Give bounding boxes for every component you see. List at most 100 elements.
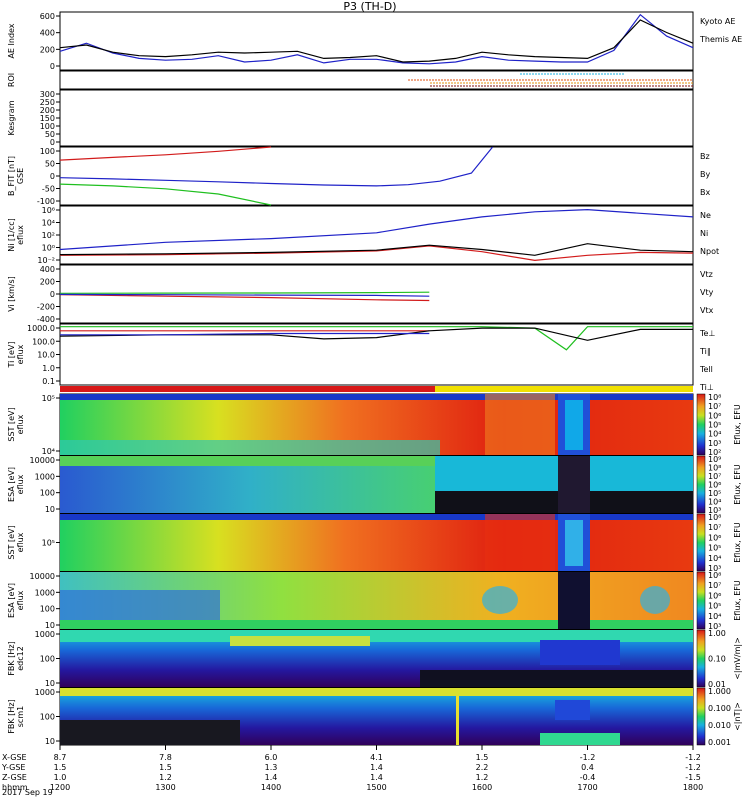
ytick-label-kesgram: 200 bbox=[40, 106, 55, 115]
colorbar-tick-fbk_b: 0.001 bbox=[708, 738, 731, 747]
legend-bfit-bx: Bx bbox=[700, 188, 710, 197]
xrow-value: 0.4 bbox=[581, 763, 594, 772]
ytick-label-sst_e: 10⁵ bbox=[42, 394, 55, 403]
xtick-label: 1500 bbox=[366, 783, 386, 792]
fbk-edc12-spectrogram bbox=[60, 630, 693, 687]
esa-ion-spectrogram bbox=[60, 572, 693, 629]
colorbar-tick-sst_e: 10³ bbox=[708, 439, 721, 448]
yunit-fbk_b: scm1 bbox=[16, 706, 25, 727]
series-line-vi-vty bbox=[59, 291, 430, 294]
colorbar-tick-sst_e: 10⁵ bbox=[708, 421, 721, 430]
colorbar-tick-esa_i: 10⁷ bbox=[708, 581, 721, 590]
ytick-label-kesgram: 300 bbox=[40, 90, 55, 99]
colorbar-tick-sst_i: 10⁴ bbox=[708, 554, 721, 563]
xrow-value: -1.2 bbox=[685, 763, 701, 772]
ytick-label-esa_i: 100 bbox=[40, 605, 55, 614]
xaxis-name: hhmm bbox=[2, 783, 28, 792]
colorbar-tick-sst_e: 10⁷ bbox=[708, 402, 721, 411]
ytick-label-vi: -400 bbox=[37, 315, 55, 324]
colorbar-tick-fbk_b: 0.100 bbox=[708, 704, 731, 713]
colorbar-tick-sst_i: 10⁶ bbox=[708, 533, 721, 542]
ytick-label-bfit: 0 bbox=[50, 172, 55, 181]
legend-ni-ne: Ne bbox=[700, 211, 711, 220]
xrow-value: 1.0 bbox=[54, 773, 67, 782]
colorbar-tick-sst_e: 10⁶ bbox=[708, 411, 721, 420]
colorbar-tick-fbk_e: 1.00 bbox=[708, 629, 726, 638]
ytick-label-kesgram: 0 bbox=[50, 138, 55, 147]
colorbar-tick-esa_i: 10⁸ bbox=[708, 571, 721, 580]
ytick-label-esa_i: 1000 bbox=[35, 588, 55, 597]
legend-bfit-by: By bbox=[700, 170, 710, 179]
xrow-value: 1.4 bbox=[370, 773, 383, 782]
series-line-vi-vtz bbox=[59, 294, 430, 302]
colorbar-tick-sst_i: 10⁸ bbox=[708, 513, 721, 522]
legend-ti-ti-: Ti∥ bbox=[699, 347, 711, 356]
roi-indicators bbox=[408, 73, 693, 87]
yunit-bfit: GSE bbox=[16, 168, 25, 184]
colorbar-tick-fbk_b: 0.010 bbox=[708, 721, 731, 730]
ytick-label-esa_i: 10000 bbox=[30, 572, 55, 581]
legend-ae-themis-ae: Themis AE bbox=[699, 35, 742, 44]
colorbar-tick-sst_e: 10⁸ bbox=[708, 393, 721, 402]
mode-bar bbox=[60, 386, 693, 392]
xrow-value: 1.3 bbox=[265, 763, 278, 772]
yunit-sst_e: eflux bbox=[16, 414, 25, 434]
ytick-label-fbk_e: 1000 bbox=[35, 630, 55, 639]
xtick-label: 1800 bbox=[683, 783, 703, 792]
ytick-label-ti: 1000.0 bbox=[27, 324, 55, 333]
xrow-value: 7.8 bbox=[159, 753, 172, 762]
xrow-name: X-GSE bbox=[2, 753, 27, 762]
ytick-label-fbk_b: 1000 bbox=[35, 688, 55, 697]
colorbar-label-sst_i: Eflux, EFU bbox=[733, 522, 742, 563]
colorbar-tick-fbk_e: 0.10 bbox=[708, 655, 726, 664]
ylabel-bfit: B_FIT [nT] bbox=[7, 156, 16, 196]
ytick-label-kesgram: 250 bbox=[40, 98, 55, 107]
xtick-label: 1700 bbox=[577, 783, 597, 792]
colorbar-tick-sst_i: 10⁷ bbox=[708, 523, 721, 532]
ytick-label-esa_i: 10 bbox=[45, 621, 55, 630]
sst-electron-spectrogram bbox=[60, 394, 693, 455]
colorbar-tick-sst_i: 10³ bbox=[708, 564, 721, 573]
ylabel-fbk_b: FBK [Hz] bbox=[7, 699, 16, 733]
colorbar-sst_i bbox=[696, 513, 706, 572]
ytick-label-fbk_e: 100 bbox=[40, 655, 55, 664]
yunit-fbk_e: edc12 bbox=[16, 646, 25, 671]
colorbar-tick-esa_i: 10³ bbox=[708, 622, 721, 631]
ytick-label-fbk_b: 100 bbox=[40, 713, 55, 722]
colorbar-sst_e bbox=[696, 393, 706, 456]
xrow-value: 1.5 bbox=[476, 753, 489, 762]
ytick-label-ae: 200 bbox=[40, 45, 55, 54]
legend-ti-te-: Te⊥ bbox=[699, 329, 715, 338]
ytick-label-esa_e: 1000 bbox=[35, 472, 55, 481]
yunit-ti: eflux bbox=[16, 344, 25, 364]
ytick-label-ni: 10⁻² bbox=[37, 256, 55, 265]
legend-vi-vtz: Vtz bbox=[700, 270, 713, 279]
xrow-value: 1.4 bbox=[265, 773, 278, 782]
series-line-ae-kyoto-ae bbox=[59, 13, 694, 65]
legend-vi-vtx: Vtx bbox=[700, 306, 714, 315]
panel-frame-roi bbox=[59, 70, 694, 90]
ytick-label-esa_e: 10 bbox=[45, 505, 55, 514]
sst-ion-spectrogram bbox=[60, 514, 693, 571]
colorbar-label-fbk_b: <|nT|> bbox=[733, 702, 742, 731]
xtick-label: 1200 bbox=[50, 783, 70, 792]
xrow-value: 4.1 bbox=[370, 753, 383, 762]
colorbar-label-esa_e: Eflux, EFU bbox=[733, 464, 742, 505]
ylabel-esa_i: ESA [eV] bbox=[7, 583, 16, 618]
ytick-label-ti: 1.0 bbox=[42, 364, 55, 373]
series-line-bfit-bz bbox=[59, 146, 272, 161]
ylabel-ni: Ni [1/cc] bbox=[7, 218, 16, 252]
colorbar-tick-esa_e: 10⁹ bbox=[708, 455, 721, 464]
xrow-name: Y-GSE bbox=[1, 763, 25, 772]
xrow-value: 1.2 bbox=[159, 773, 172, 782]
xrow-value: 1.5 bbox=[54, 763, 67, 772]
yunit-sst_i: eflux bbox=[16, 532, 25, 552]
ytick-label-ti: 10.0 bbox=[37, 351, 55, 360]
ylabel-fbk_e: FBK [Hz] bbox=[7, 641, 16, 675]
yunit-esa_i: eflux bbox=[16, 590, 25, 610]
colorbar-tick-sst_e: 10⁴ bbox=[708, 430, 721, 439]
ytick-label-kesgram: 100 bbox=[40, 122, 55, 131]
ytick-label-bfit: 50 bbox=[45, 160, 55, 169]
panel-frame-vi bbox=[59, 264, 694, 324]
series-line-bfit-by bbox=[59, 183, 272, 206]
